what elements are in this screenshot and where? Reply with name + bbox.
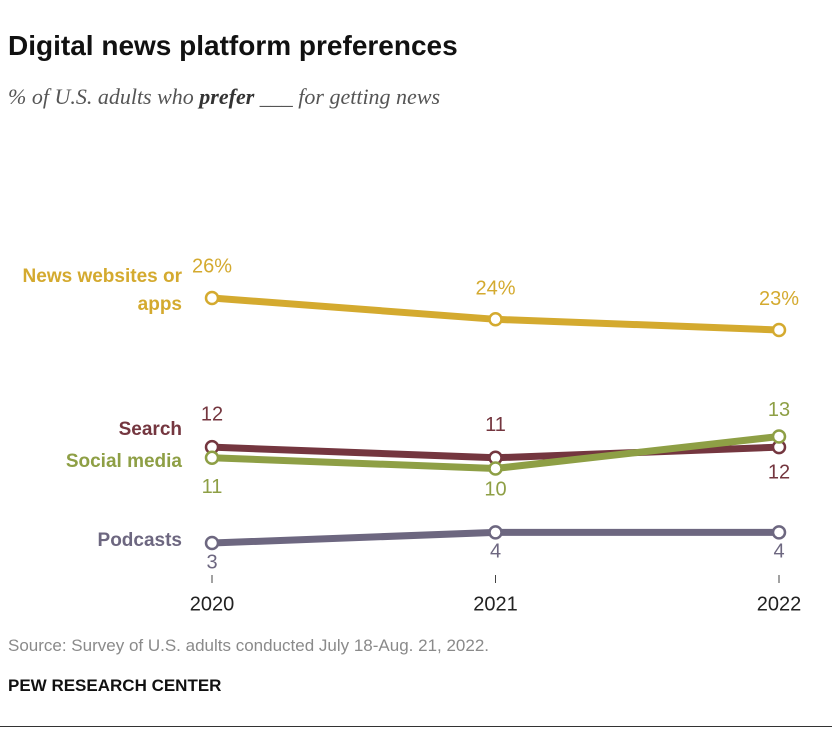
data-label: 3 <box>206 551 217 573</box>
legend-label: Podcasts <box>97 530 182 551</box>
data-label: 4 <box>490 541 501 563</box>
subtitle-part: % of U.S. adults who <box>8 84 200 109</box>
x-tick-label: 2022 <box>757 593 802 615</box>
x-tick-label: 2021 <box>473 593 518 615</box>
data-point <box>488 312 503 327</box>
data-point <box>488 525 503 540</box>
data-label: 24% <box>475 278 515 300</box>
data-label: 23% <box>759 288 799 310</box>
source-note: Source: Survey of U.S. adults conducted … <box>8 636 490 655</box>
data-label: 12 <box>201 403 223 425</box>
data-label: 11 <box>485 414 506 436</box>
bottom-rule <box>0 726 832 727</box>
data-label: 10 <box>484 479 506 501</box>
data-label: 4 <box>773 541 784 563</box>
data-label: 13 <box>768 399 790 421</box>
data-point <box>771 429 787 444</box>
subtitle-part: ___ for getting news <box>254 84 441 109</box>
credit: PEW RESEARCH CENTER <box>8 676 222 695</box>
chart-subtitle: % of U.S. adults who prefer ___ for gett… <box>8 84 440 110</box>
data-point <box>204 290 220 306</box>
data-label: 26% <box>192 255 232 277</box>
x-tick-label: 2020 <box>190 593 235 615</box>
legend-label: Social media <box>65 451 182 472</box>
data-point <box>204 535 220 551</box>
data-point <box>488 461 503 476</box>
data-point <box>771 322 787 338</box>
data-point <box>771 525 787 540</box>
data-point <box>204 450 220 466</box>
chart-title: Digital news platform preferences <box>8 30 458 61</box>
data-label: 12 <box>768 461 790 483</box>
legend-label: Search <box>118 419 182 440</box>
legend-label: News websites or apps <box>22 266 182 315</box>
subtitle-emphasis: prefer <box>199 84 255 109</box>
data-label: 11 <box>202 476 223 498</box>
